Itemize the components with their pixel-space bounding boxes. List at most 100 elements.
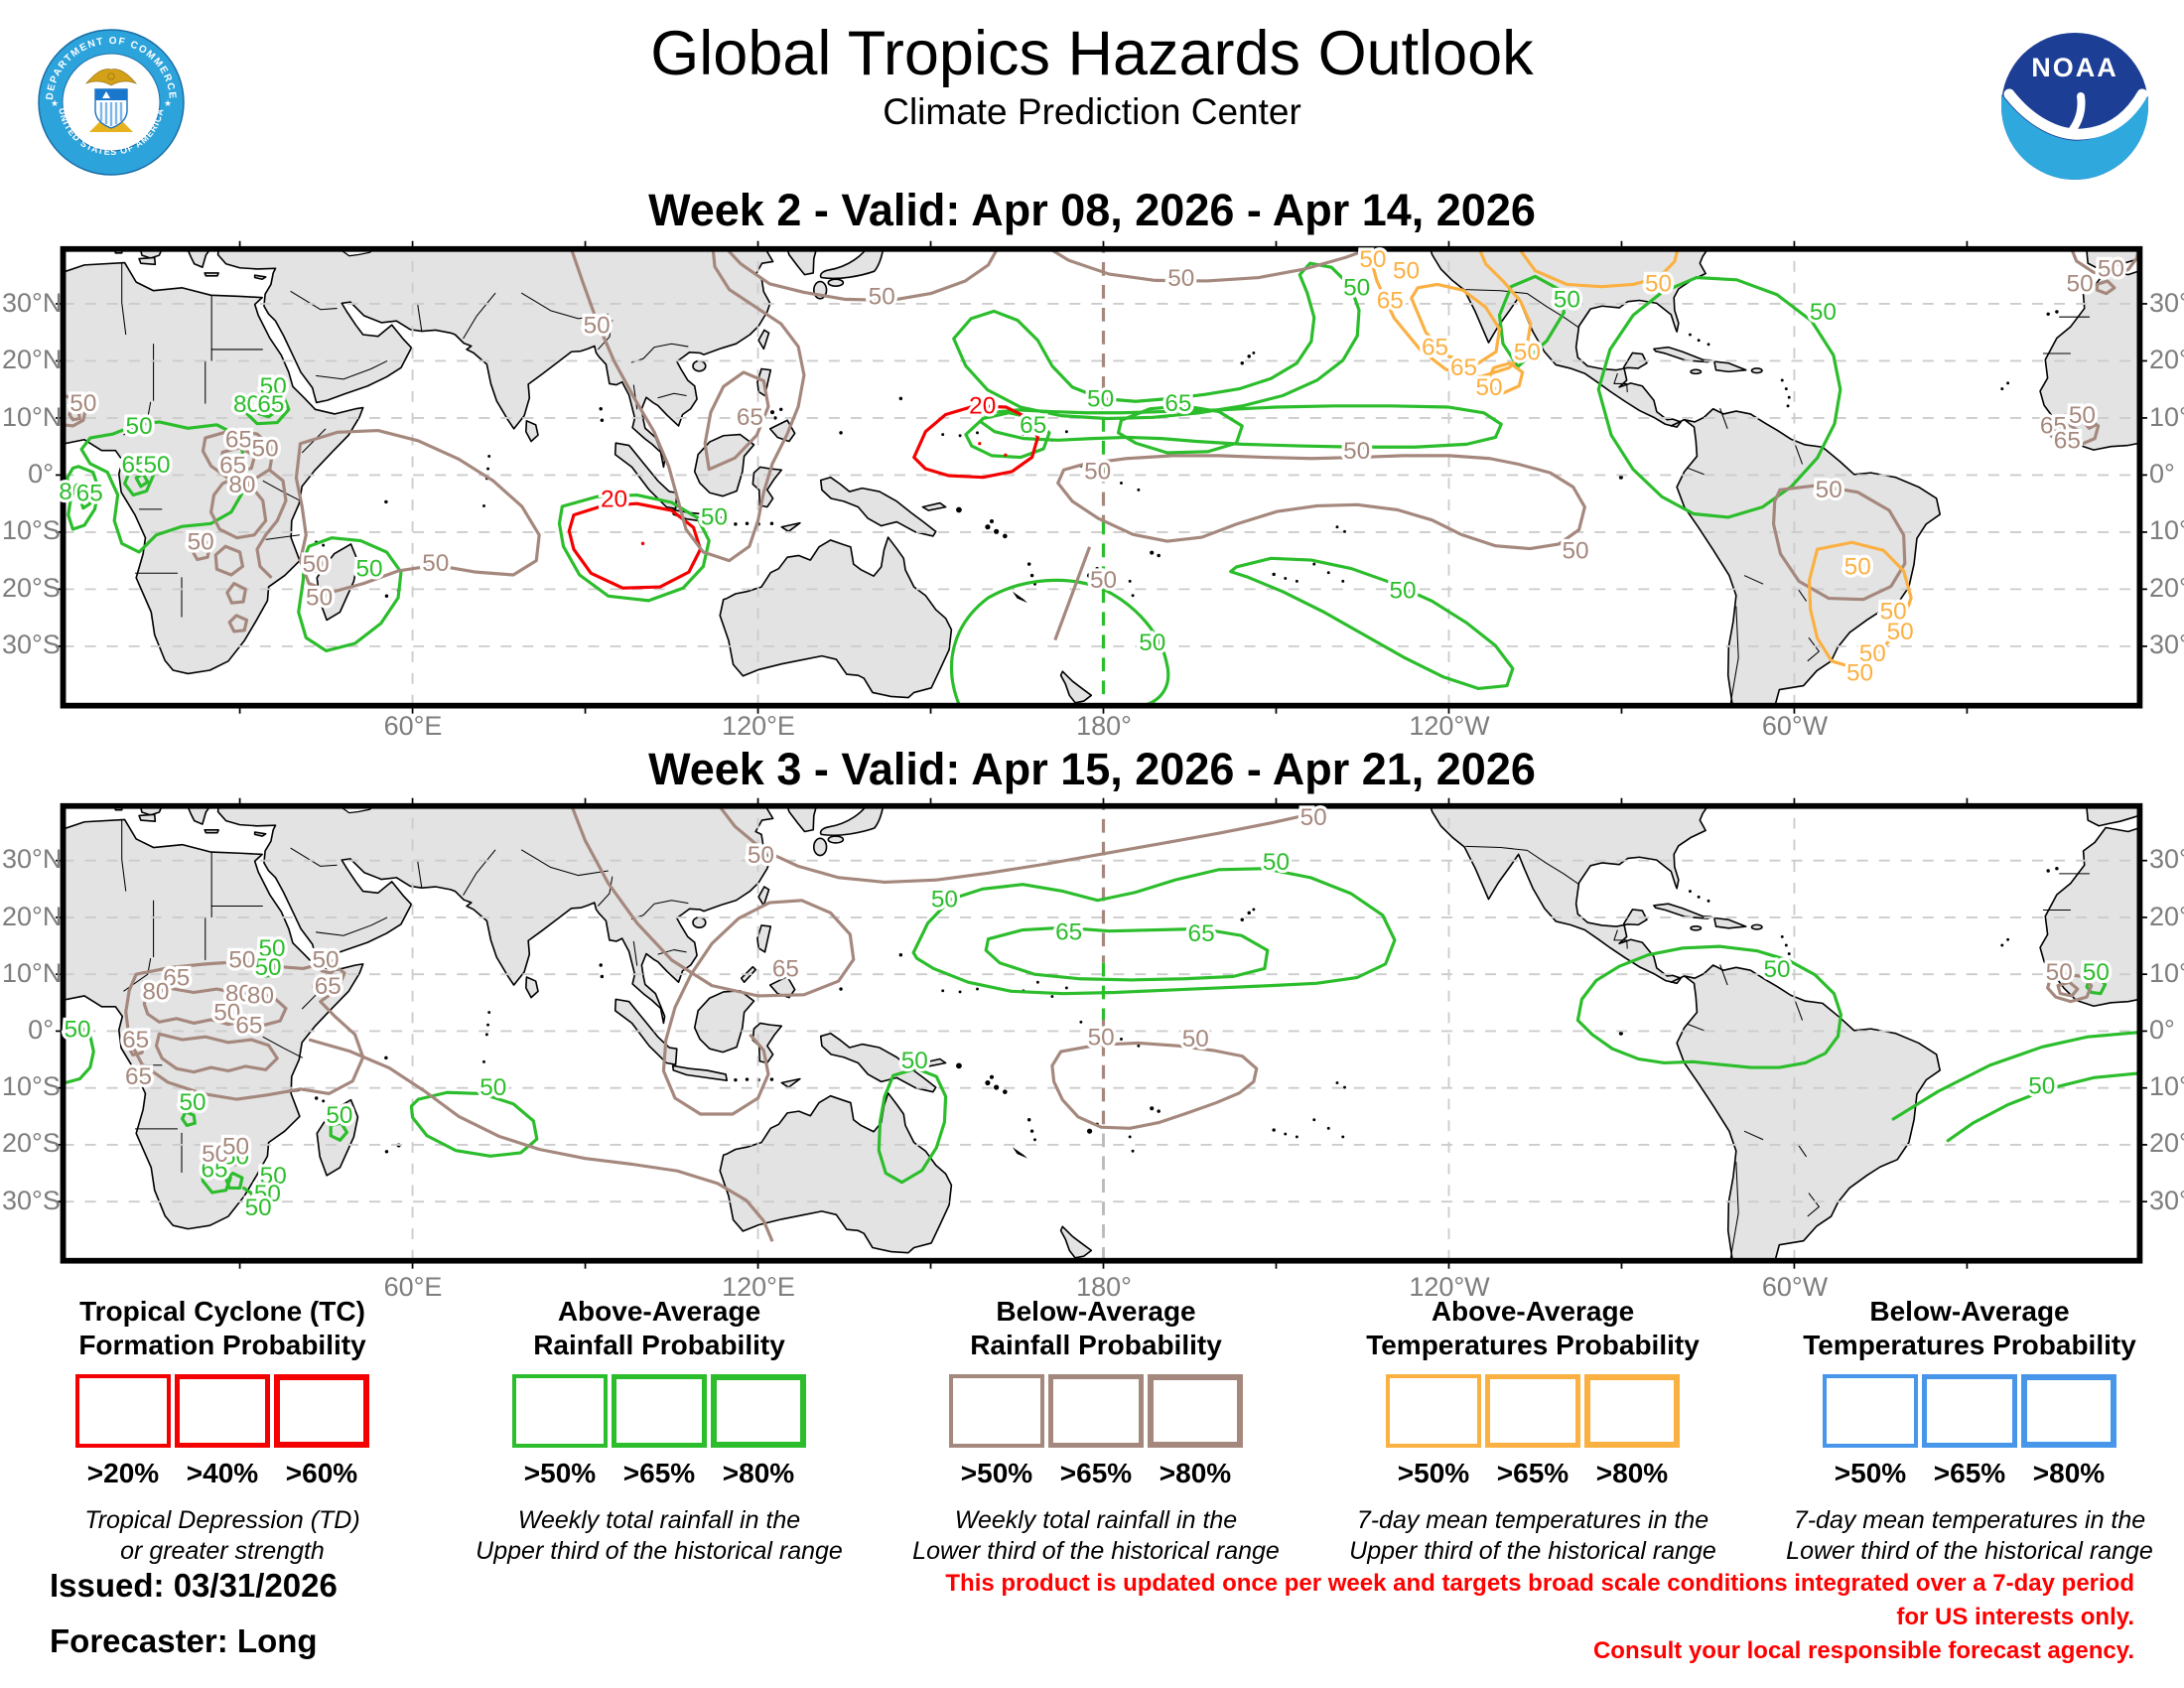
contour-label-brown-50: 50 [213,1000,240,1027]
lat-label-30°S: 30°S [2,630,61,660]
legend-description: Tropical Depression (TD) or greater stren… [84,1506,360,1565]
contour-label-brown-80: 80 [228,472,255,498]
lat-label-10°N: 10°N [2149,401,2184,432]
lat-label-30°N: 30°N [2149,287,2184,318]
contour-label-brown-50: 50 [1563,537,1589,564]
contour-label-green-50: 50 [1390,578,1417,605]
contour-label-orange-50: 50 [1859,640,1886,667]
contour-label-brown-50: 50 [1182,1026,1209,1053]
contour-label-brown-50: 50 [222,1134,249,1161]
week2-title: Week 2 - Valid: Apr 08, 2026 - Apr 14, 2… [648,185,1536,235]
contour-label-green-50: 50 [259,935,286,962]
contour-label-brown-65: 65 [219,453,246,480]
contour-label-green-50: 50 [222,1144,249,1171]
lat-label-20°S: 20°S [2149,572,2184,603]
contour-label-green-50: 50 [1763,956,1790,983]
contour-label-brown-50: 50 [188,529,214,556]
legend-description: 7-day mean temperatures in the Upper thir… [1349,1506,1716,1565]
contour-label-brown-50: 50 [1090,567,1117,594]
legend-title: Above-Average Temperatures Probability [1366,1296,1700,1360]
lat-label-20°N: 20°N [2149,345,2184,375]
disclaimer: This product is updated once per week an… [943,1567,2134,1668]
lat-label-10°N: 10°N [2,401,63,432]
contour-label-green-50: 50 [931,887,958,914]
contour-label-orange-50: 50 [1880,598,1907,625]
legend-swatches [8,1374,437,1452]
legend-swatches [445,1374,874,1452]
contour-label-green-50: 50 [254,1181,281,1207]
contour-label-green-50: 50 [2083,959,2110,986]
contour-label-brown-50: 50 [2098,255,2124,282]
lon-label-60°W: 60°W [1761,711,1829,741]
page-subtitle: Climate Prediction Center [883,91,1301,132]
contour-label-green-65: 65 [257,391,284,418]
legend-swatch-box [2021,1374,2116,1448]
lon-label-120°W: 120°W [1409,1272,1490,1302]
legend-thresholds: >50% >65% >80% [523,1458,795,1488]
contour-label-orange-65: 65 [1422,335,1448,361]
contour-label-green-50: 50 [64,1017,90,1044]
contour-label-brown-65: 65 [125,1063,152,1090]
contour-label-green-50: 50 [144,452,171,479]
contour-label-green-65: 65 [76,480,103,506]
contour-label-green-65: 65 [1055,918,1082,945]
contour-label-orange-50: 50 [1887,619,1914,645]
contour-label-brown-50: 50 [1084,459,1111,486]
contour-label-orange-50: 50 [1359,246,1386,273]
contour-label-green-50: 50 [1139,630,1165,656]
noaa-logo-text: NOAA [2031,53,2118,82]
lat-label-30°S: 30°S [2149,630,2184,660]
commerce-seal-logo: DEPARTMENT OF COMMERCE UNITED STATES OF … [38,29,185,176]
lat-label-10°N: 10°N [2149,957,2184,988]
legend-swatch-box [274,1374,369,1448]
lat-label-10°S: 10°S [2,1071,61,1102]
legend-title: Below-Average Rainfall Probability [970,1296,1222,1360]
contour-label-green-50: 50 [260,1163,287,1190]
contour-label-green-80: 80 [59,479,85,505]
contour-label-green-80: 80 [233,391,260,418]
contour-label-green-50: 50 [179,1089,205,1116]
legend-thresholds: >20% >40% >60% [86,1458,358,1488]
gridlines-week2 [63,248,2140,706]
contour-label-brown-80: 80 [142,979,169,1006]
legend-description: Weekly total rainfall in the Upper third … [476,1506,843,1565]
lon-label-60°E: 60°E [383,1272,443,1302]
contour-label-brown-65: 65 [2054,427,2081,454]
contour-label-green-50: 50 [326,1102,352,1129]
legend-swatch-box [1048,1374,1144,1448]
legend-swatch-box [1823,1374,1918,1448]
contour-label-green-50: 50 [479,1074,506,1101]
contour-label-orange-65: 65 [1377,288,1404,315]
lat-label-0°: 0° [2149,1015,2175,1045]
lon-label-180°: 180° [1076,711,1132,741]
legend-description: Weekly total rainfall in the Lower third … [912,1506,1280,1565]
week3-title: Week 3 - Valid: Apr 15, 2026 - Apr 21, 2… [648,744,1536,794]
lat-label-0°: 0° [28,1015,54,1045]
lat-label-30°N: 30°N [2149,844,2184,875]
legend-swatch-box [512,1374,608,1448]
legend-title: Above-Average Rainfall Probability [533,1296,785,1360]
legend-swatch-box [175,1374,270,1448]
legend-swatch-box [1148,1374,1243,1448]
lat-label-20°S: 20°S [2,1128,61,1159]
lon-label-180°: 180° [1076,1272,1132,1302]
contour-label-brown-50: 50 [1300,804,1327,831]
noaa-gull-icon [2003,88,2148,140]
contour-label-green-50: 50 [1810,299,1837,326]
noaa-logo: NOAA [2001,33,2148,180]
contour-label-brown-50: 50 [1816,477,1843,503]
legend-swatch-box [75,1374,171,1448]
contour-label-brown-50: 50 [312,946,339,973]
contour-label-green-50: 50 [126,413,153,440]
contour-label-green-65: 65 [1164,390,1191,417]
contour-label-brown-50: 50 [303,551,330,578]
contour-label-brown-50: 50 [252,436,279,463]
lat-label-0°: 0° [2149,459,2175,489]
seal-star-right: ★ [164,98,172,108]
contour-label-brown-50: 50 [1167,265,1194,292]
legend-swatches [882,1374,1310,1452]
contour-label-green-65: 65 [121,452,148,479]
contour-label-brown-50: 50 [2046,959,2073,986]
seal-star-left: ★ [51,98,59,108]
